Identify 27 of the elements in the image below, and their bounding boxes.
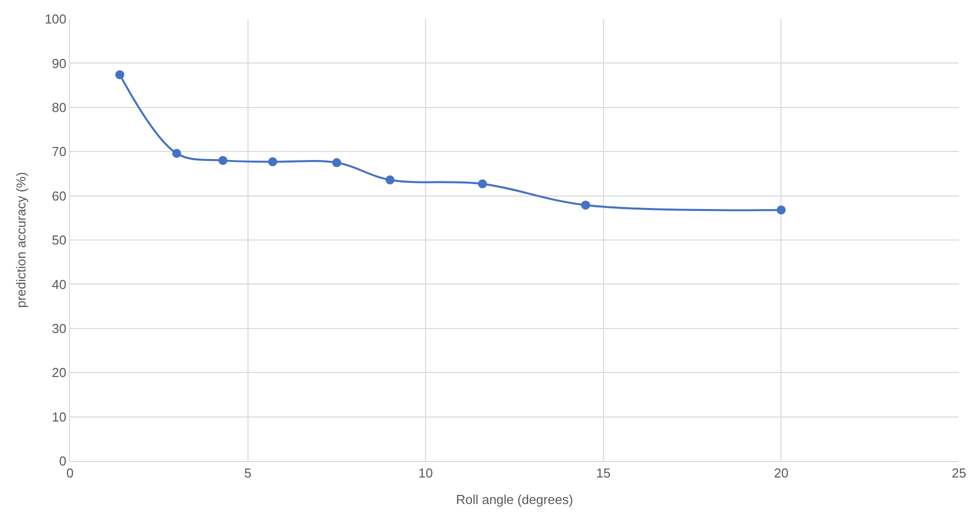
y-tick-label: 60 <box>52 188 66 204</box>
y-tick-label: 100 <box>44 12 66 27</box>
y-tick-label: 50 <box>52 232 66 248</box>
x-tick-label: 15 <box>596 466 611 481</box>
x-tick-label: 25 <box>952 466 966 481</box>
y-axis-title: prediction accuracy (%) <box>14 172 29 308</box>
point <box>478 179 487 188</box>
point <box>332 158 342 168</box>
point <box>581 200 590 210</box>
point <box>172 148 182 158</box>
x-axis-title: Roll angle (degrees) <box>456 492 574 508</box>
y-tick-label: 90 <box>52 56 66 71</box>
y-tick-label: 30 <box>52 320 66 336</box>
x-tick-label: 10 <box>418 466 433 481</box>
y-tick-label: 0 <box>59 454 66 469</box>
point <box>115 70 124 80</box>
y-tick-label: 40 <box>52 276 66 292</box>
point <box>218 156 228 165</box>
point <box>268 157 278 166</box>
point <box>386 175 395 184</box>
y-tick-label: 10 <box>52 409 66 424</box>
y-tick-label: 20 <box>52 365 66 380</box>
y-tick-label: 70 <box>52 144 66 160</box>
x-tick-label: 20 <box>774 466 788 481</box>
point <box>776 205 786 214</box>
x-tick-label: 5 <box>244 466 252 481</box>
y-tick-label: 80 <box>52 100 66 115</box>
